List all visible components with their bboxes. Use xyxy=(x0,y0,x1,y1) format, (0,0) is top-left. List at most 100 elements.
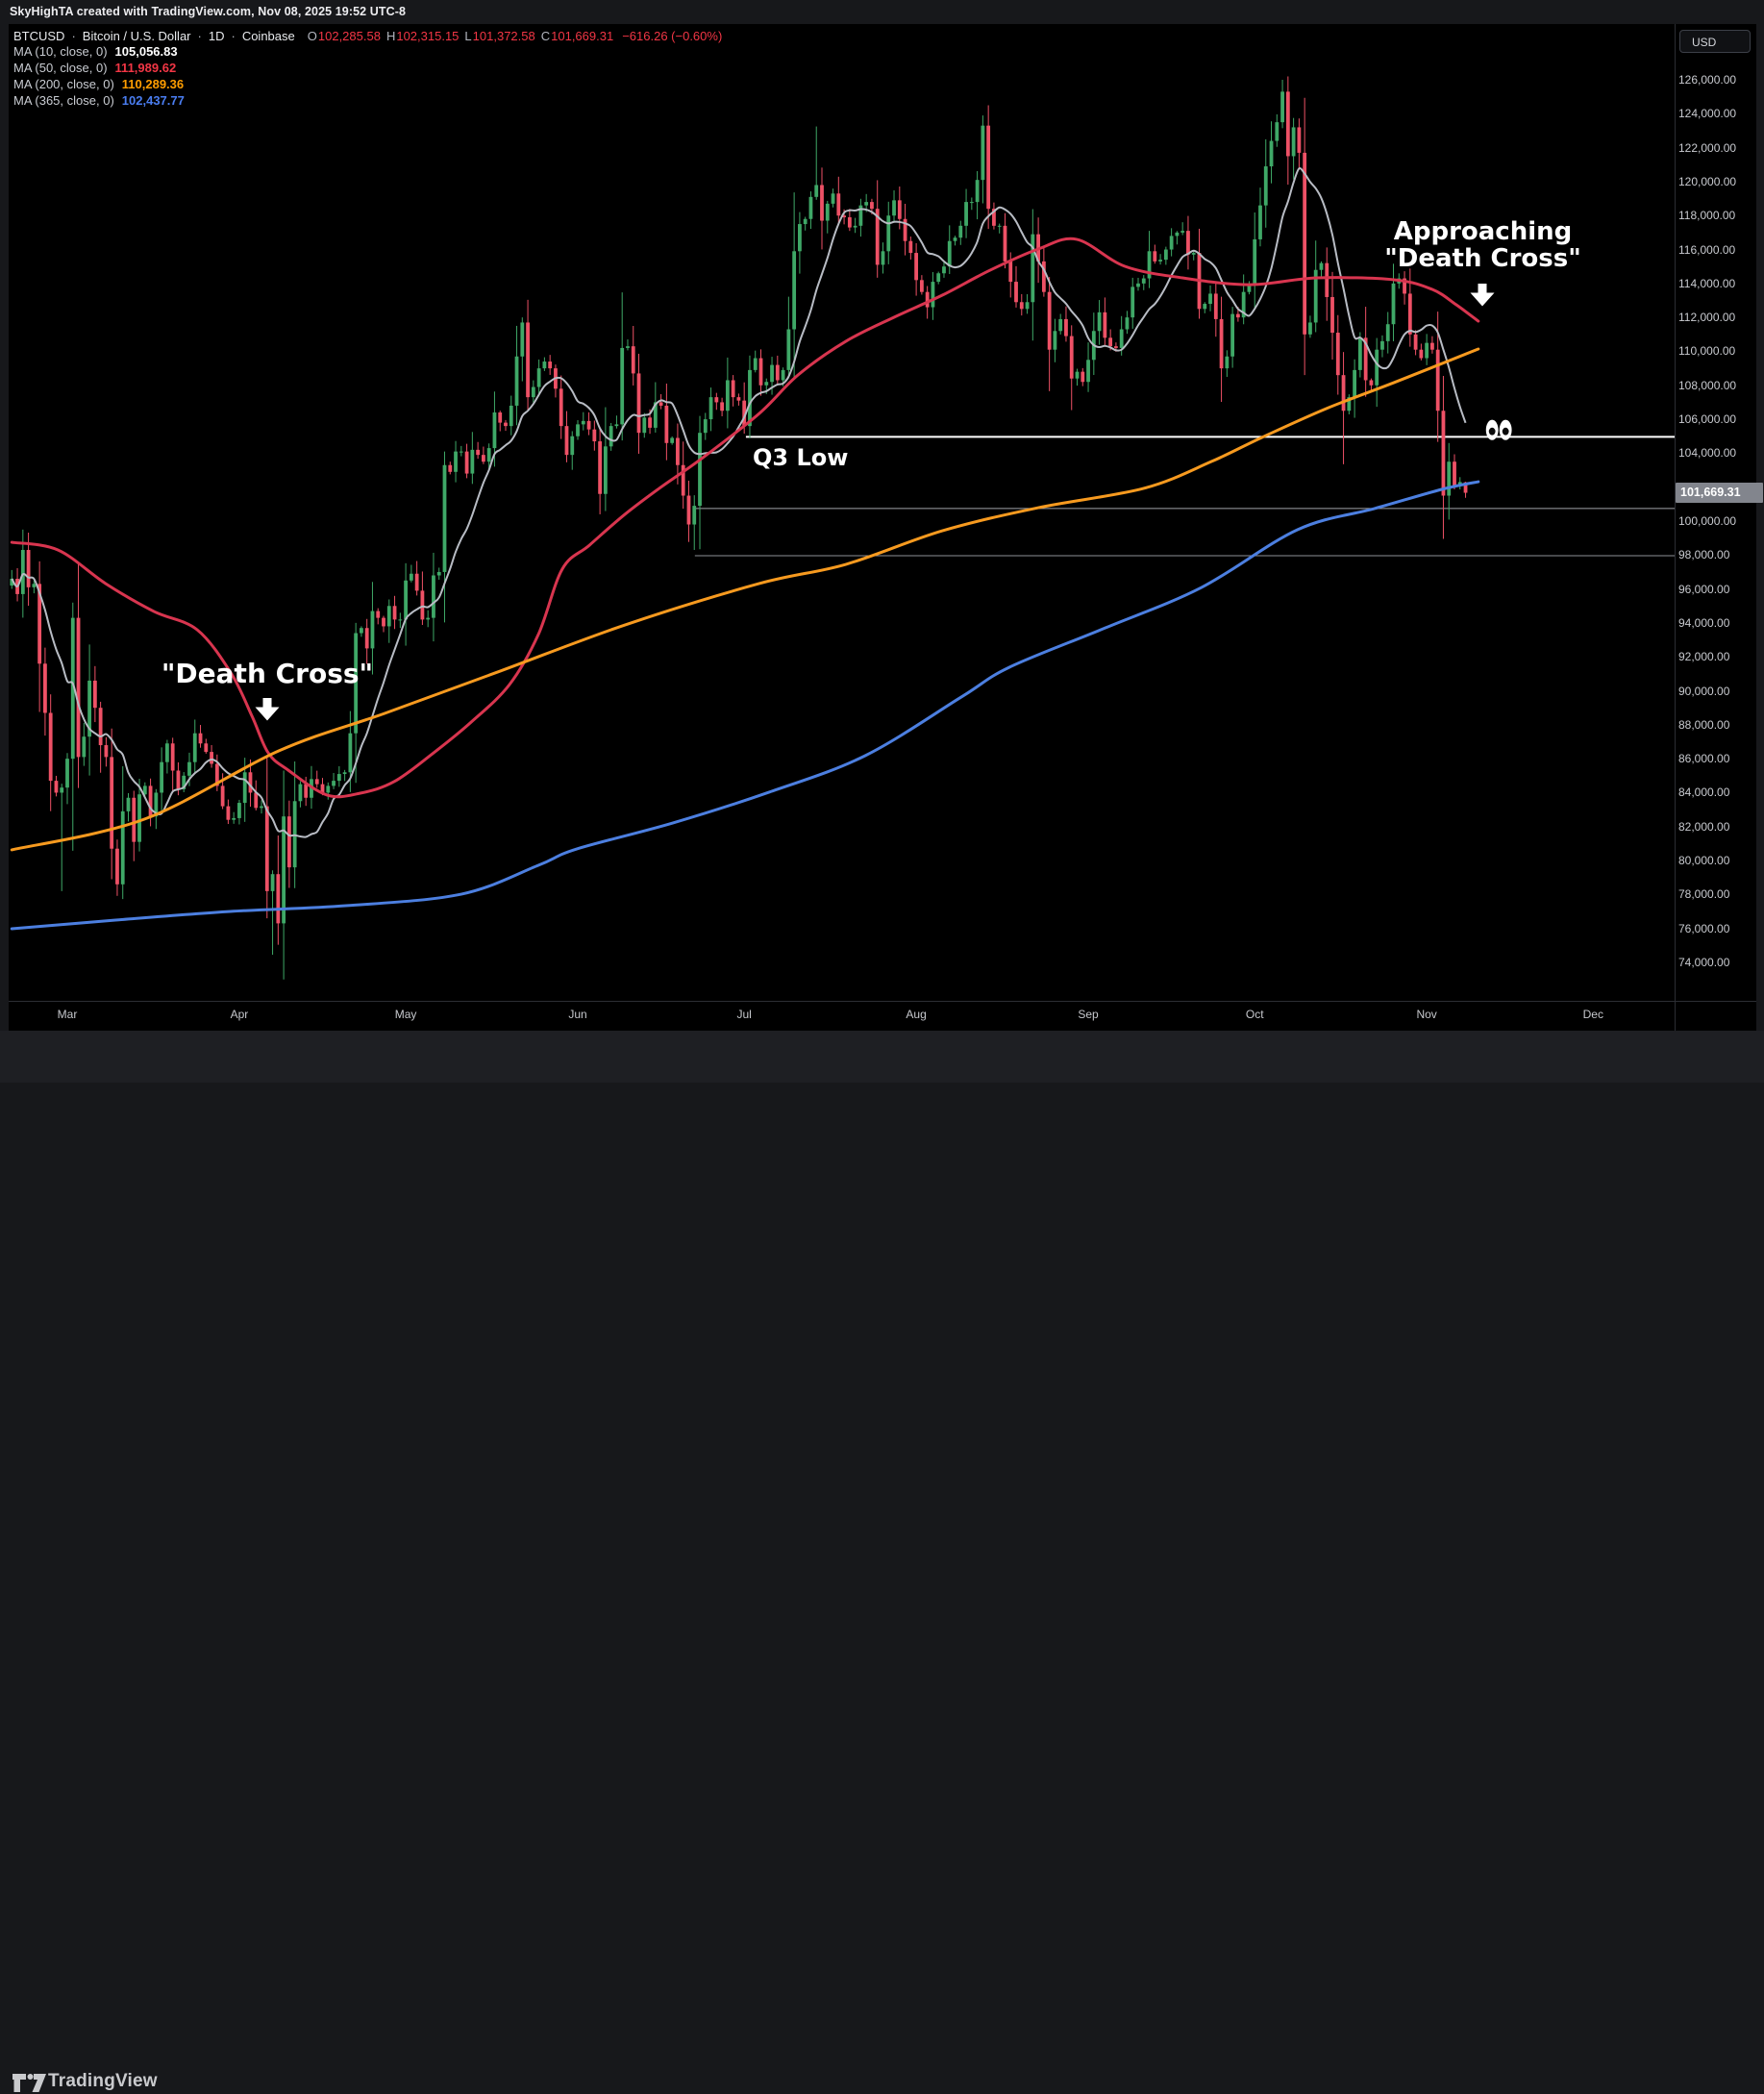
price-tick-label: 78,000.00 xyxy=(1678,887,1730,902)
ma-value: 111,989.62 xyxy=(114,61,177,75)
candle-body xyxy=(626,346,630,348)
month-tick-label: Jul xyxy=(736,1008,752,1021)
candle-body xyxy=(1108,337,1113,347)
attribution-bar: SkyHighTA created with TradingView.com, … xyxy=(0,0,1764,24)
candle-body xyxy=(43,663,47,713)
candle-body xyxy=(1014,282,1018,303)
candle-body xyxy=(1169,236,1174,250)
candle-body xyxy=(953,237,957,241)
ma50-line xyxy=(10,237,1480,799)
candle-body xyxy=(1325,262,1329,297)
candle-body xyxy=(825,203,830,221)
candle-body xyxy=(1341,375,1346,411)
candle-body xyxy=(20,550,25,594)
candle-body xyxy=(132,797,137,842)
candle-body xyxy=(1191,253,1196,255)
candle-body xyxy=(282,816,286,924)
legend: BTCUSD · Bitcoin / U.S. Dollar · 1D · Co… xyxy=(13,28,722,109)
candle-body xyxy=(1280,91,1284,123)
candle-body xyxy=(160,761,164,793)
month-tick-label: Aug xyxy=(906,1008,927,1021)
candle-body xyxy=(992,209,996,226)
candle-body xyxy=(326,785,331,793)
exchange-label: Coinbase xyxy=(241,28,295,43)
candle-body xyxy=(1303,152,1307,335)
candle-body xyxy=(914,253,919,281)
approaching-line2: "Death Cross" xyxy=(1384,244,1581,273)
chart-widget[interactable] xyxy=(9,24,1756,1031)
approaching-arrow-icon xyxy=(1470,284,1495,307)
candle-body xyxy=(1269,140,1274,167)
candle-body xyxy=(320,784,325,793)
candle-body xyxy=(1064,318,1068,337)
candle-body xyxy=(70,617,75,760)
candle-body xyxy=(1019,302,1024,310)
ohlc-item: C101,669.31 xyxy=(540,28,614,43)
candle-body xyxy=(581,420,585,425)
candle-body xyxy=(870,202,874,210)
candle-body xyxy=(620,347,625,425)
candle-body xyxy=(210,752,213,764)
candle-body xyxy=(370,611,375,649)
candle-body xyxy=(476,449,481,456)
candle-body xyxy=(392,606,397,620)
candle-body xyxy=(1413,334,1418,350)
candle-body xyxy=(482,455,485,462)
candle-body xyxy=(770,364,774,383)
separator-dot: · xyxy=(71,28,76,43)
candle-body xyxy=(1125,317,1130,330)
ohlc-item: O102,285.58 xyxy=(307,28,381,43)
attribution-text: SkyHighTA created with TradingView.com, … xyxy=(10,5,407,18)
candle-body xyxy=(603,446,608,494)
candle-body xyxy=(1403,278,1406,294)
symbol-name[interactable]: BTCUSD xyxy=(13,28,65,43)
candle-body xyxy=(298,784,303,802)
candle-body xyxy=(758,358,763,386)
month-tick-label: Jun xyxy=(568,1008,587,1021)
price-tick-label: 120,000.00 xyxy=(1678,174,1737,188)
candle-body xyxy=(831,193,835,204)
candle-body xyxy=(925,291,930,308)
month-tick-label: Apr xyxy=(230,1008,249,1021)
price-chart-canvas[interactable] xyxy=(0,0,1764,1083)
interval-label[interactable]: 1D xyxy=(208,28,225,43)
candle-body xyxy=(1291,127,1296,157)
candle-body xyxy=(470,449,475,474)
candle-body xyxy=(1363,337,1368,381)
candle-body xyxy=(653,402,658,428)
price-tick-label: 90,000.00 xyxy=(1678,684,1730,698)
candle-body xyxy=(1180,231,1185,233)
tradingview-logo-icon[interactable] xyxy=(12,2073,47,2094)
q3-low-annotation: Q3 Low xyxy=(753,444,849,471)
candle-body xyxy=(1297,127,1302,153)
plot-area[interactable] xyxy=(10,76,1675,980)
candle-body xyxy=(182,775,186,789)
candle-body xyxy=(570,436,575,456)
candle-body xyxy=(931,282,935,308)
candle-body xyxy=(886,215,891,252)
candle-body xyxy=(198,733,203,744)
candle-body xyxy=(248,772,253,793)
price-tick-label: 76,000.00 xyxy=(1678,921,1730,935)
candle-body xyxy=(1235,313,1240,318)
candle-body xyxy=(1069,336,1074,379)
tradingview-brand-text[interactable]: TradingView xyxy=(48,2071,158,2091)
candle-body xyxy=(137,794,141,842)
candle-body xyxy=(1330,296,1334,334)
candle-body xyxy=(1285,91,1290,157)
price-tick-label: 86,000.00 xyxy=(1678,752,1730,766)
candle-body xyxy=(725,380,730,411)
currency-button[interactable]: USD xyxy=(1679,30,1751,53)
candle-body xyxy=(764,382,769,386)
month-tick-label: May xyxy=(394,1008,417,1021)
candle-body xyxy=(1058,318,1063,332)
candle-body xyxy=(1213,293,1218,319)
candle-body xyxy=(464,451,469,474)
candle-body xyxy=(336,774,341,782)
candle-body xyxy=(286,816,291,868)
candle-body xyxy=(1147,251,1152,279)
candle-body xyxy=(26,550,31,587)
candle-body xyxy=(664,405,669,443)
candle-body xyxy=(386,606,391,627)
candle-body xyxy=(531,386,535,398)
